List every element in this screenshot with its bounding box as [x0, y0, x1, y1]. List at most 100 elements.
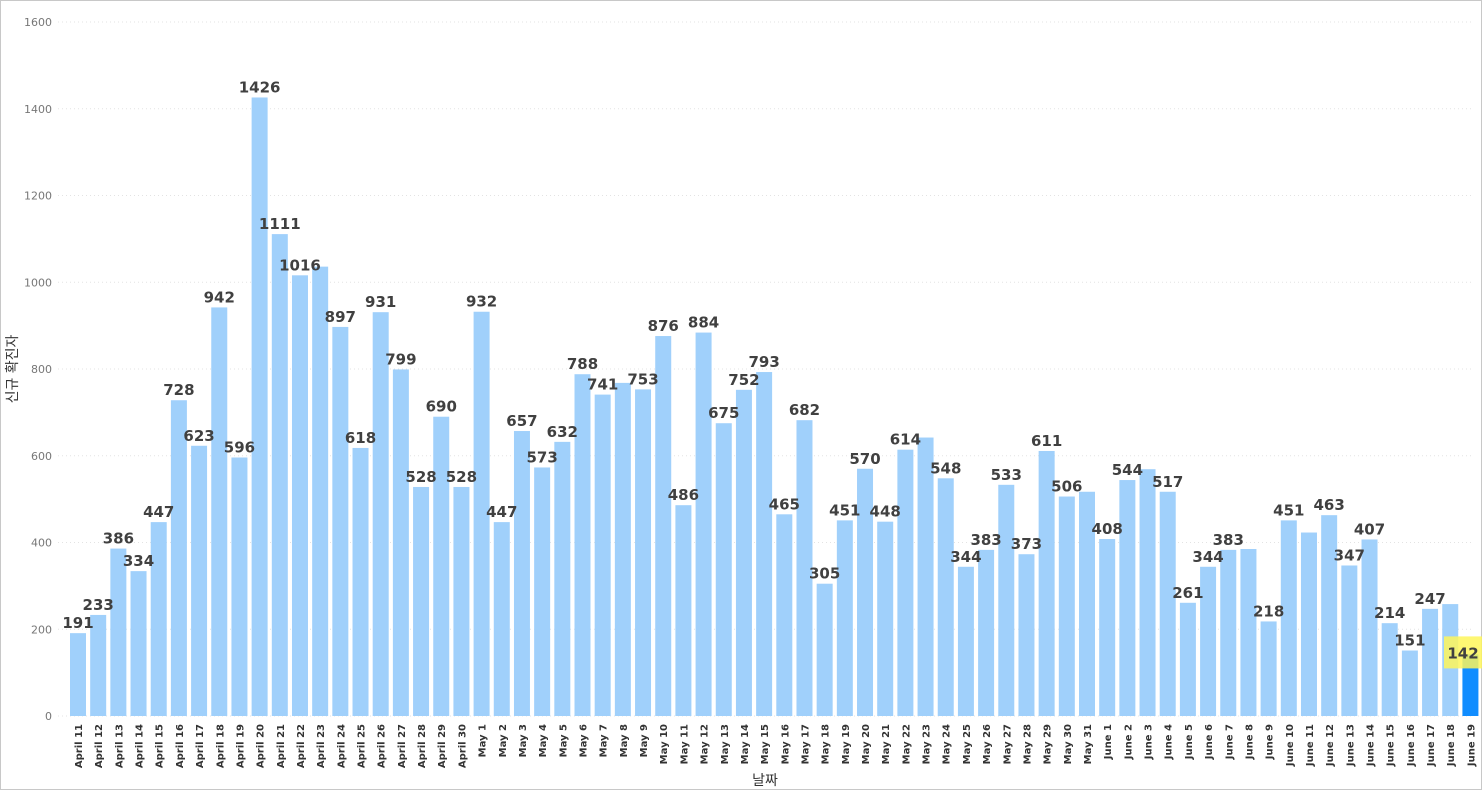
bar — [796, 420, 813, 716]
bar — [776, 514, 793, 716]
y-tick-label: 200 — [31, 623, 52, 636]
x-tick-label: June 17 — [1426, 724, 1437, 767]
bar — [1139, 469, 1156, 716]
x-tick-label: May 22 — [901, 724, 912, 764]
x-tick-label: June 9 — [1265, 724, 1276, 760]
x-tick-label: May 16 — [780, 724, 791, 764]
bar — [110, 548, 127, 716]
bar — [433, 416, 450, 716]
bar — [675, 505, 692, 716]
bar — [1018, 554, 1035, 716]
x-tick-label: May 6 — [579, 724, 590, 757]
data-label: 528 — [446, 468, 477, 486]
data-label: 682 — [789, 401, 820, 419]
x-tick-label: June 1 — [1103, 724, 1114, 760]
bar — [413, 486, 430, 716]
x-tick-label: April 14 — [135, 724, 146, 768]
y-tick-label: 600 — [31, 450, 52, 463]
data-label: 533 — [991, 466, 1022, 484]
bar — [816, 583, 833, 716]
data-label: 528 — [405, 468, 436, 486]
x-tick-label: April 29 — [437, 724, 448, 768]
data-label: 451 — [1273, 501, 1304, 519]
bar — [614, 382, 631, 716]
x-tick-label: April 15 — [155, 724, 166, 768]
x-tick-label: May 14 — [740, 724, 751, 764]
data-label: 463 — [1314, 496, 1345, 514]
x-tick-label: May 26 — [982, 724, 993, 764]
x-tick-label: May 27 — [1002, 724, 1013, 764]
x-tick-label: April 12 — [94, 724, 105, 768]
x-tick-label: May 25 — [962, 724, 973, 764]
x-tick-label: June 19 — [1466, 724, 1477, 767]
y-tick-label: 400 — [31, 537, 52, 550]
x-tick-label: April 17 — [195, 724, 206, 768]
y-tick-label: 800 — [31, 363, 52, 376]
bar — [1462, 654, 1479, 716]
data-label: 305 — [809, 565, 840, 583]
data-label: 632 — [547, 423, 578, 441]
x-tick-label: May 19 — [841, 724, 852, 764]
data-label: 233 — [83, 596, 114, 614]
bar — [1361, 539, 1378, 716]
data-label: 942 — [204, 288, 235, 306]
bar — [70, 633, 86, 716]
x-tick-label: May 5 — [558, 724, 569, 757]
data-label: 623 — [183, 427, 214, 445]
x-tick-label: April 20 — [256, 724, 267, 768]
x-tick-label: April 22 — [296, 724, 307, 768]
bar — [1038, 450, 1055, 716]
bar — [1099, 539, 1116, 716]
x-axis-title: 날짜 — [752, 773, 778, 789]
data-label: 447 — [143, 503, 174, 521]
x-tick-label: May 30 — [1063, 724, 1074, 764]
data-label: 611 — [1031, 432, 1062, 450]
data-label: 752 — [728, 371, 759, 389]
data-label: 657 — [506, 412, 537, 430]
data-label: 517 — [1152, 473, 1183, 491]
bar — [554, 441, 571, 716]
data-label: 618 — [345, 429, 376, 447]
x-tick-label: June 3 — [1144, 724, 1155, 760]
y-tick-label: 1400 — [24, 103, 52, 116]
bar — [392, 369, 409, 716]
x-tick-label: June 15 — [1386, 724, 1397, 767]
x-tick-label: June 10 — [1285, 724, 1296, 767]
data-label: 573 — [526, 448, 557, 466]
x-tick-label: May 18 — [821, 724, 832, 764]
bar — [655, 336, 672, 716]
bar — [473, 311, 490, 716]
data-label: 347 — [1334, 546, 1365, 564]
data-label: 344 — [1192, 548, 1223, 566]
bar — [1119, 480, 1136, 716]
data-label: 214 — [1374, 604, 1405, 622]
data-label: 753 — [627, 370, 658, 388]
x-tick-label: June 16 — [1406, 724, 1417, 767]
bar — [493, 522, 510, 716]
x-tick-label: June 8 — [1244, 724, 1255, 760]
x-tick-label: May 2 — [498, 724, 509, 757]
x-tick-label: April 19 — [235, 724, 246, 768]
data-label: 931 — [365, 293, 396, 311]
data-label: 383 — [970, 531, 1001, 549]
x-tick-label: June 12 — [1325, 724, 1336, 767]
x-tick-label: May 13 — [720, 724, 731, 764]
data-label: 690 — [426, 398, 457, 416]
data-label: 741 — [587, 376, 618, 394]
x-tick-label: May 29 — [1043, 724, 1054, 764]
bar — [150, 522, 167, 716]
data-label: 191 — [62, 614, 93, 632]
bar — [291, 275, 308, 716]
data-label: 788 — [567, 355, 598, 373]
bar — [917, 437, 934, 716]
bar — [594, 394, 611, 716]
data-label: 897 — [325, 308, 356, 326]
data-label: 1016 — [279, 256, 321, 274]
x-tick-label: April 30 — [457, 724, 468, 768]
x-tick-label: May 17 — [800, 724, 811, 764]
x-tick-label: May 4 — [538, 724, 549, 757]
bar — [957, 566, 974, 716]
data-label: 383 — [1213, 531, 1244, 549]
bar — [836, 520, 853, 716]
x-tick-label: May 12 — [700, 724, 711, 764]
